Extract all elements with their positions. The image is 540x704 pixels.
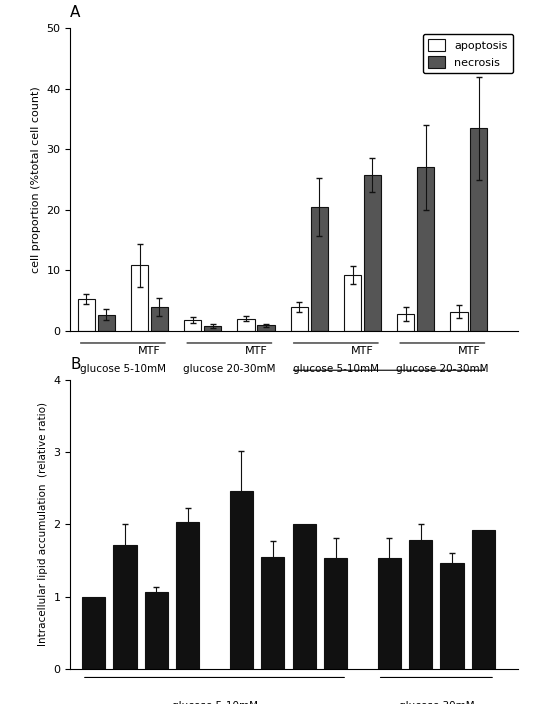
Text: MTF: MTF: [457, 346, 480, 356]
Bar: [82, 597, 105, 669]
Text: glucose 20-30mM: glucose 20-30mM: [183, 364, 275, 375]
Bar: [78, 298, 95, 331]
Y-axis label: Intracellular lipid accumulation  (relative ratio): Intracellular lipid accumulation (relati…: [38, 403, 48, 646]
Bar: [113, 545, 137, 669]
Bar: [131, 265, 148, 331]
Bar: [450, 311, 468, 331]
Bar: [324, 558, 347, 669]
Bar: [344, 275, 361, 331]
Text: glucose 5-10mM: glucose 5-10mM: [293, 364, 379, 375]
Y-axis label: cell proportion (%total cell count): cell proportion (%total cell count): [31, 86, 41, 273]
Bar: [230, 491, 253, 669]
Text: MTF: MTF: [351, 346, 374, 356]
Bar: [261, 557, 285, 669]
Bar: [470, 128, 488, 331]
Text: glucose 5-10mM: glucose 5-10mM: [80, 364, 166, 375]
Bar: [441, 562, 464, 669]
Bar: [145, 592, 168, 669]
Text: MTF: MTF: [245, 346, 267, 356]
Bar: [258, 325, 274, 331]
Bar: [98, 315, 115, 331]
Text: glucose 30mM: glucose 30mM: [399, 700, 474, 704]
Bar: [397, 314, 414, 331]
Bar: [184, 320, 201, 331]
Bar: [204, 326, 221, 331]
Text: MTF: MTF: [138, 346, 161, 356]
Text: glucose 20-30mM: glucose 20-30mM: [396, 364, 489, 375]
Bar: [472, 529, 495, 669]
Bar: [364, 175, 381, 331]
Bar: [238, 319, 255, 331]
Bar: [293, 524, 316, 669]
Text: palmitate 0.3 mM: palmitate 0.3 mM: [343, 391, 435, 401]
Bar: [291, 307, 308, 331]
Text: B: B: [70, 357, 80, 372]
Bar: [310, 207, 328, 331]
Bar: [417, 168, 434, 331]
Bar: [377, 558, 401, 669]
Legend: apoptosis, necrosis: apoptosis, necrosis: [423, 34, 513, 73]
Bar: [151, 307, 168, 331]
Bar: [176, 522, 199, 669]
Bar: [409, 541, 433, 669]
Text: A: A: [70, 5, 80, 20]
Text: glucose 5-10mM: glucose 5-10mM: [172, 700, 258, 704]
